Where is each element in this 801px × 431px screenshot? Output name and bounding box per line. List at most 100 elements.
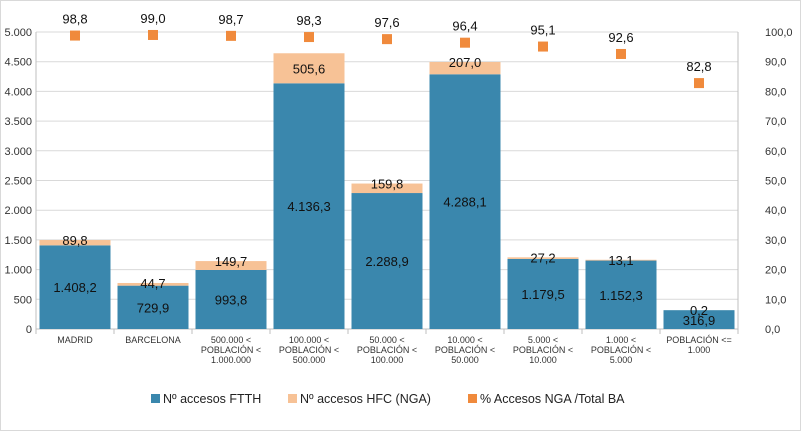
bar-hfc — [273, 53, 345, 84]
x-category-label: 5.000 < POBLACIÓN <10.000 — [513, 335, 573, 365]
data-label-pct: 82,8 — [686, 59, 711, 74]
legend-pct: % Accesos NGA /Total BA — [468, 392, 625, 406]
pct-marker — [382, 34, 392, 45]
y-left-tick-label: 4.500 — [4, 57, 32, 69]
legend-ftth: Nº accesos FTTH — [151, 392, 261, 406]
x-category-label-line: 1.000 — [688, 345, 711, 355]
x-category-label: 500.000 < POBLACIÓN <1.000.000 — [201, 335, 261, 365]
y-right-tick-label: 50,0 — [765, 176, 786, 188]
x-category-label-line: 50.000 < — [369, 335, 404, 345]
x-category-label: POBLACIÓN <= 1.000 — [666, 335, 732, 355]
data-label-ftth: 4.288,1 — [443, 195, 486, 210]
bar-hfc — [117, 282, 189, 286]
legend-hfc-label: Nº accesos HFC (NGA) — [300, 392, 431, 406]
data-label-hfc: 207,0 — [449, 55, 482, 70]
x-category-label-line: 10.000 < — [447, 335, 482, 345]
bar-hfc — [39, 240, 111, 246]
data-label-hfc: 0,2 — [690, 303, 708, 318]
data-label-hfc: 13,1 — [608, 253, 633, 268]
bar-ftth — [39, 245, 111, 329]
x-category-label-line: 500.000 < — [211, 335, 251, 345]
x-category-label: MADRID — [57, 335, 93, 345]
pct-marker — [304, 32, 314, 43]
data-label-pct: 96,4 — [452, 19, 477, 34]
data-label-hfc: 27,2 — [530, 250, 555, 265]
data-label-ftth: 4.136,3 — [287, 199, 330, 214]
bar-ftth — [273, 83, 345, 330]
x-category-label-line: POBLACIÓN < — [201, 345, 261, 355]
x-category-label-line: 500.000 — [293, 355, 326, 365]
bar-ftth — [429, 74, 501, 329]
bar-ftth — [195, 269, 267, 329]
bar-ftth — [507, 258, 579, 329]
y-right-tick-label: 0,0 — [765, 324, 780, 336]
data-label-pct: 98,3 — [296, 13, 321, 28]
y-right-tick-label: 80,0 — [765, 86, 786, 98]
y-left-tick-label: 5.000 — [4, 27, 32, 39]
data-label-hfc: 505,6 — [293, 61, 326, 76]
data-label-ftth: 729,9 — [137, 300, 170, 315]
y-right-tick-label: 100,0 — [765, 27, 793, 39]
y-left-tick-label: 4.000 — [4, 86, 32, 98]
data-label-pct: 98,8 — [62, 12, 87, 27]
x-category-label-line: 5.000 < — [528, 335, 558, 345]
data-label-pct: 97,6 — [374, 15, 399, 30]
y-left-tick-label: 500 — [14, 294, 32, 306]
bar-hfc — [195, 261, 267, 270]
bar-ftth — [663, 310, 735, 329]
x-category-label-line: POBLACIÓN < — [591, 345, 651, 355]
x-category-label-line: 10.000 — [529, 355, 557, 365]
bar-ftth — [585, 260, 657, 329]
y-left-tick-label: 2.000 — [4, 205, 32, 217]
x-category-label-line: POBLACIÓN < — [357, 345, 417, 355]
pct-marker — [70, 30, 80, 41]
y-left-tick-label: 0 — [26, 324, 32, 336]
data-label-ftth: 1.408,2 — [53, 280, 96, 295]
x-category-label-line: 1.000 < — [606, 335, 636, 345]
data-label-ftth: 316,9 — [683, 313, 716, 328]
x-category-label-line: MADRID — [57, 335, 93, 345]
pct-marker — [694, 78, 704, 89]
pct-marker — [538, 41, 548, 52]
legend-hfc-swatch — [288, 394, 297, 403]
x-category-label: 10.000 < POBLACIÓN <50.000 — [435, 335, 495, 365]
x-category-label-line: 5.000 — [610, 355, 633, 365]
y-left-tick-label: 1.500 — [4, 235, 32, 247]
y-right-tick-label: 70,0 — [765, 116, 786, 128]
data-label-pct: 92,6 — [608, 30, 633, 45]
y-left-tick-label: 2.500 — [4, 176, 32, 188]
y-left-tick-label: 3.000 — [4, 146, 32, 158]
data-label-ftth: 993,8 — [215, 292, 248, 307]
bar-hfc — [429, 61, 501, 75]
pct-marker — [226, 30, 236, 41]
x-category-label-line: POBLACIÓN < — [435, 345, 495, 355]
data-label-ftth: 1.179,5 — [521, 287, 564, 302]
x-category-label: 50.000 < POBLACIÓN <100.000 — [357, 335, 417, 365]
y-left-tick-label: 1.000 — [4, 265, 32, 277]
bar-ftth — [117, 285, 189, 329]
x-category-label: BARCELONA — [125, 335, 181, 345]
y-right-tick-label: 30,0 — [765, 235, 786, 247]
legend-ftth-label: Nº accesos FTTH — [163, 392, 261, 406]
legend-pct-swatch — [468, 394, 477, 403]
x-category-label-line: POBLACIÓN < — [513, 345, 573, 355]
legend-ftth-swatch — [151, 394, 160, 403]
data-label-hfc: 159,8 — [371, 177, 404, 192]
pct-marker — [148, 29, 158, 40]
y-right-tick-label: 40,0 — [765, 205, 786, 217]
y-left-tick-label: 3.500 — [4, 116, 32, 128]
bar-hfc — [585, 259, 657, 261]
data-label-pct: 99,0 — [140, 11, 165, 26]
x-category-label-line: POBLACIÓN < — [279, 345, 339, 355]
x-category-label-line: BARCELONA — [125, 335, 181, 345]
data-label-hfc: 149,7 — [215, 254, 248, 269]
y-right-tick-label: 20,0 — [765, 265, 786, 277]
bar-hfc — [351, 183, 423, 194]
pct-marker — [460, 37, 470, 48]
pct-marker — [616, 48, 626, 59]
legend-hfc: Nº accesos HFC (NGA) — [288, 392, 431, 406]
x-category-label-line: 100.000 — [371, 355, 404, 365]
data-label-ftth: 2.288,9 — [365, 254, 408, 269]
